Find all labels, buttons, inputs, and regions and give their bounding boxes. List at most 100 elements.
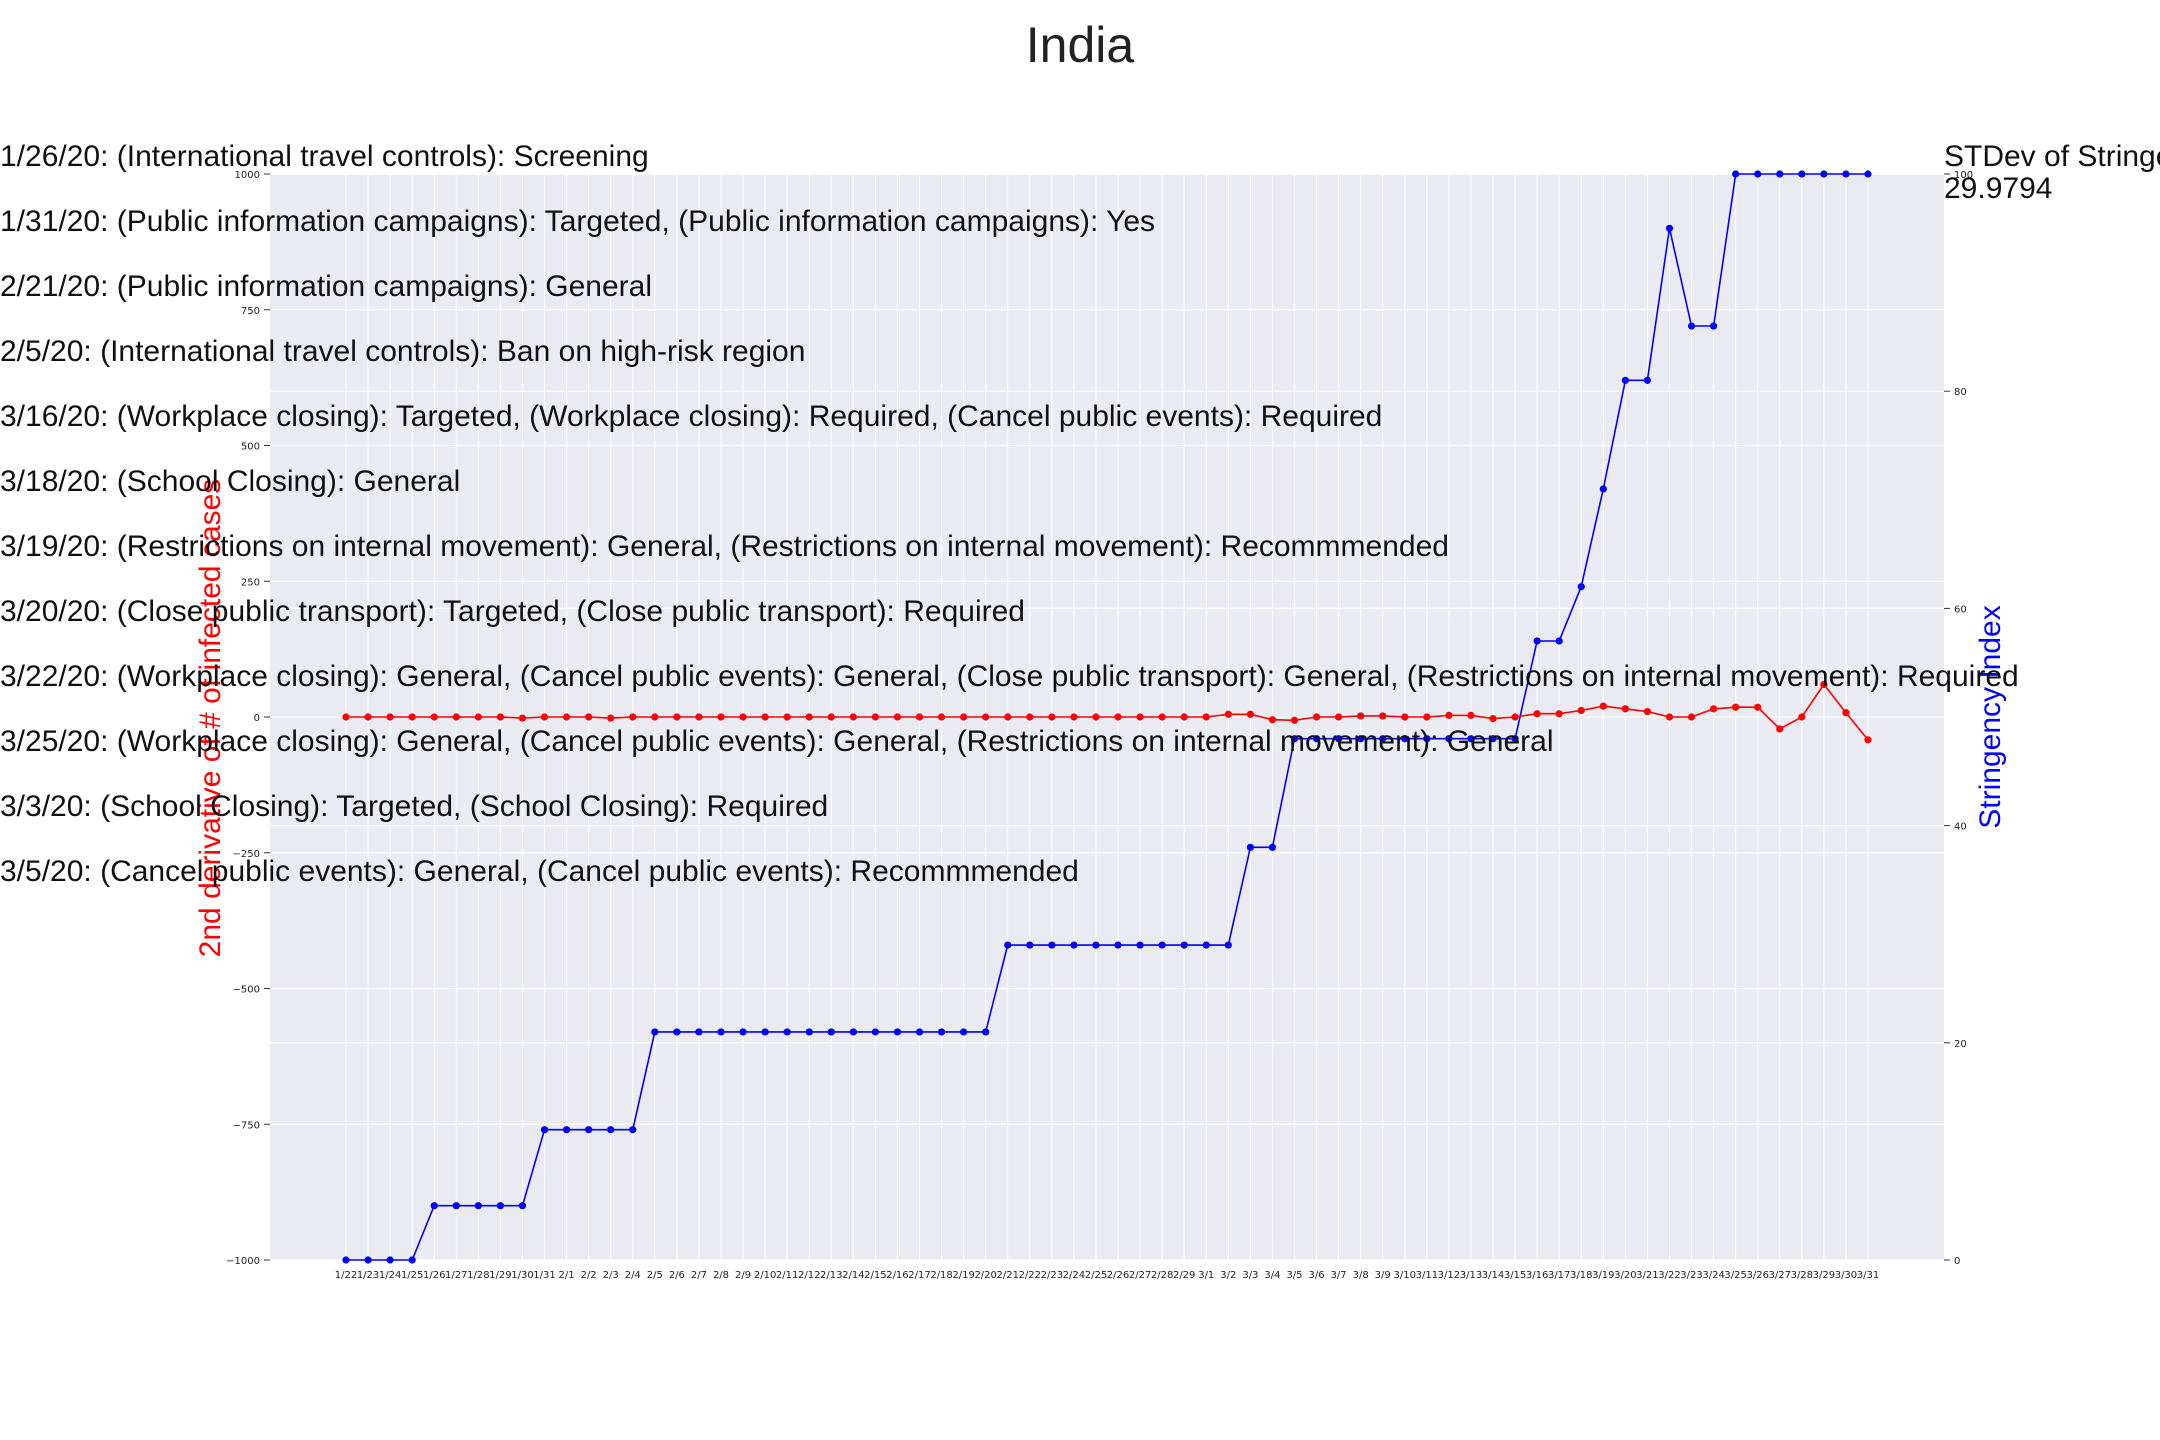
second-derivative-point — [1070, 713, 1078, 721]
x-tick-label: 2/13 — [820, 1270, 842, 1281]
stringency-index-point — [1533, 637, 1541, 645]
x-tick-label: 1/31 — [533, 1270, 555, 1281]
second-derivative-point — [1577, 706, 1585, 715]
stringency-index-point — [871, 1028, 879, 1036]
stringency-index-point — [1687, 322, 1696, 330]
x-tick-label: 3/3 — [1242, 1270, 1258, 1281]
x-tick-label: 3/31 — [1857, 1270, 1879, 1281]
x-tick-label: 2/15 — [864, 1270, 886, 1281]
x-tick-label: 1/26 — [423, 1270, 445, 1281]
stringency-index-point — [585, 1126, 593, 1134]
second-derivative-point — [1864, 736, 1872, 744]
second-derivative-point — [1687, 713, 1696, 721]
x-tick-label: 3/1 — [1198, 1270, 1214, 1281]
x-tick-label: 3/6 — [1309, 1270, 1325, 1281]
second-derivative-point — [1489, 715, 1497, 723]
second-derivative-point — [1202, 713, 1210, 721]
left-tick-label: 500 — [241, 442, 260, 453]
second-derivative-point — [1290, 716, 1299, 724]
second-derivative-point — [1643, 707, 1652, 716]
policy-annotation: 3/22/20: (Workplace closing): General, (… — [0, 660, 2019, 693]
stringency-index-point — [805, 1028, 813, 1036]
stringency-index-point — [1732, 170, 1740, 178]
stringency-index-point — [1577, 583, 1585, 591]
x-tick-label: 2/29 — [1173, 1270, 1195, 1281]
stringency-index-point — [342, 1256, 350, 1264]
x-tick-label: 2/11 — [776, 1270, 798, 1281]
second-derivative-point — [849, 713, 857, 721]
x-tick-label: 3/19 — [1592, 1270, 1614, 1281]
policy-annotation: 3/18/20: (School Closing): General — [0, 465, 460, 498]
stringency-index-point — [827, 1028, 835, 1036]
stringency-index-point — [1754, 170, 1762, 178]
x-tick-label: 1/24 — [379, 1270, 401, 1281]
stringency-index-point — [915, 1028, 924, 1036]
stringency-index-point — [1092, 941, 1100, 949]
x-tick-label: 3/7 — [1331, 1270, 1347, 1281]
left-tick-label: −1000 — [226, 1256, 260, 1267]
second-derivative-point — [562, 713, 571, 721]
x-tick-label: 3/25 — [1724, 1270, 1746, 1281]
stringency-index-series — [342, 170, 1872, 1264]
x-tick-label: 2/8 — [713, 1270, 729, 1281]
second-derivative-point — [1114, 713, 1122, 721]
second-derivative-point — [452, 713, 460, 721]
stringency-index-point — [1136, 941, 1144, 949]
stringency-index-point — [1445, 735, 1453, 743]
second-derivative-point — [1533, 710, 1541, 718]
x-tick-label: 3/16 — [1526, 1270, 1548, 1281]
x-tick-label: 2/6 — [669, 1270, 685, 1281]
second-derivative-point — [1401, 713, 1409, 721]
x-tick-label: 3/24 — [1702, 1270, 1724, 1281]
stringency-index-point — [1467, 735, 1475, 743]
second-derivative-point — [1312, 713, 1321, 721]
stringency-index-point — [1268, 843, 1277, 851]
second-derivative-point — [827, 713, 835, 721]
second-derivative-line — [346, 683, 1869, 741]
x-tick-label: 2/26 — [1107, 1270, 1129, 1281]
right-tick-label: 100 — [1954, 170, 1973, 181]
x-tick-label: 2/28 — [1151, 1270, 1173, 1281]
left-tick-label: 250 — [241, 577, 260, 588]
stringency-index-point — [1158, 941, 1166, 949]
second-derivative-point — [761, 713, 769, 721]
x-tick-label: 2/3 — [603, 1270, 619, 1281]
second-derivative-point — [1709, 705, 1718, 713]
second-derivative-point — [1820, 680, 1828, 689]
chart-title: India — [1026, 17, 1135, 73]
x-tick-label: 2/19 — [952, 1270, 974, 1281]
second-derivative-point — [1092, 713, 1100, 721]
policy-annotation: 1/26/20: (International travel controls)… — [0, 140, 649, 173]
right-tick-label: 60 — [1954, 604, 1967, 615]
stringency-index-point — [1070, 941, 1078, 949]
x-tick-label: 2/9 — [735, 1270, 751, 1281]
x-tick-label: 3/18 — [1570, 1270, 1592, 1281]
x-tick-label: 1/27 — [445, 1270, 467, 1281]
second-derivative-point — [585, 713, 593, 721]
second-derivative-point — [1842, 709, 1850, 717]
stringency-index-point — [1423, 735, 1431, 743]
stringency-index-point — [673, 1028, 681, 1036]
second-derivative-point — [695, 713, 703, 721]
x-tick-label: 3/4 — [1264, 1270, 1280, 1281]
x-tick-label: 2/4 — [625, 1270, 641, 1281]
x-tick-label: 1/28 — [467, 1270, 489, 1281]
second-derivative-point — [982, 713, 990, 721]
policy-annotation: 3/20/20: (Close public transport): Targe… — [0, 595, 1025, 628]
stringency-index-point — [695, 1028, 703, 1036]
x-tick-label: 3/12 — [1438, 1270, 1460, 1281]
second-derivative-point — [1379, 712, 1387, 720]
stringency-index-point — [430, 1202, 438, 1210]
second-derivative-point — [1511, 713, 1519, 721]
second-derivative-point — [805, 713, 813, 721]
x-tick-label: 2/23 — [1041, 1270, 1063, 1281]
second-derivative-point — [1467, 711, 1475, 719]
second-derivative-point — [540, 713, 549, 721]
second-derivative-point — [364, 713, 372, 721]
x-tick-label: 3/11 — [1416, 1270, 1438, 1281]
x-tick-label: 3/21 — [1636, 1270, 1658, 1281]
stringency-index-point — [1643, 376, 1652, 384]
stringency-index-point — [1290, 735, 1299, 743]
x-axis-ticks: 1/22 1/23 1/24 1/25 1/26 1/27 1/28 1/29 1/30 1/31… — [335, 1270, 1879, 1281]
